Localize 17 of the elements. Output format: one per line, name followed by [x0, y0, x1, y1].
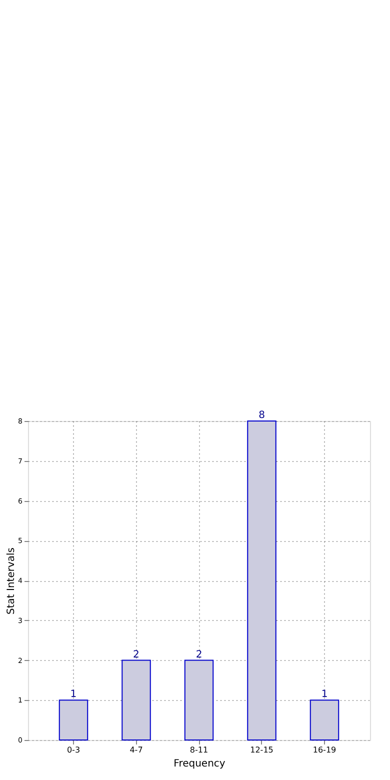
- bar: [122, 660, 151, 740]
- data-label: 2: [133, 649, 140, 660]
- data-label: 2: [196, 649, 202, 660]
- x-tick-label: 16-19: [312, 746, 336, 754]
- x-tick-label: 12-15: [250, 746, 274, 754]
- x-axis-title: Frequency: [174, 758, 226, 770]
- data-label: 1: [321, 689, 328, 700]
- bar: [310, 700, 340, 740]
- y-axis-title: Stat Intervals: [6, 547, 18, 615]
- bar: [247, 420, 276, 740]
- data-label: 1: [70, 689, 77, 700]
- bar: [58, 700, 88, 740]
- x-tick-label: 4-7: [130, 746, 143, 754]
- x-tick-label: 8-11: [190, 746, 208, 754]
- x-tick-label: 0-3: [66, 746, 80, 754]
- bar: [184, 660, 214, 740]
- data-label: 8: [258, 410, 265, 421]
